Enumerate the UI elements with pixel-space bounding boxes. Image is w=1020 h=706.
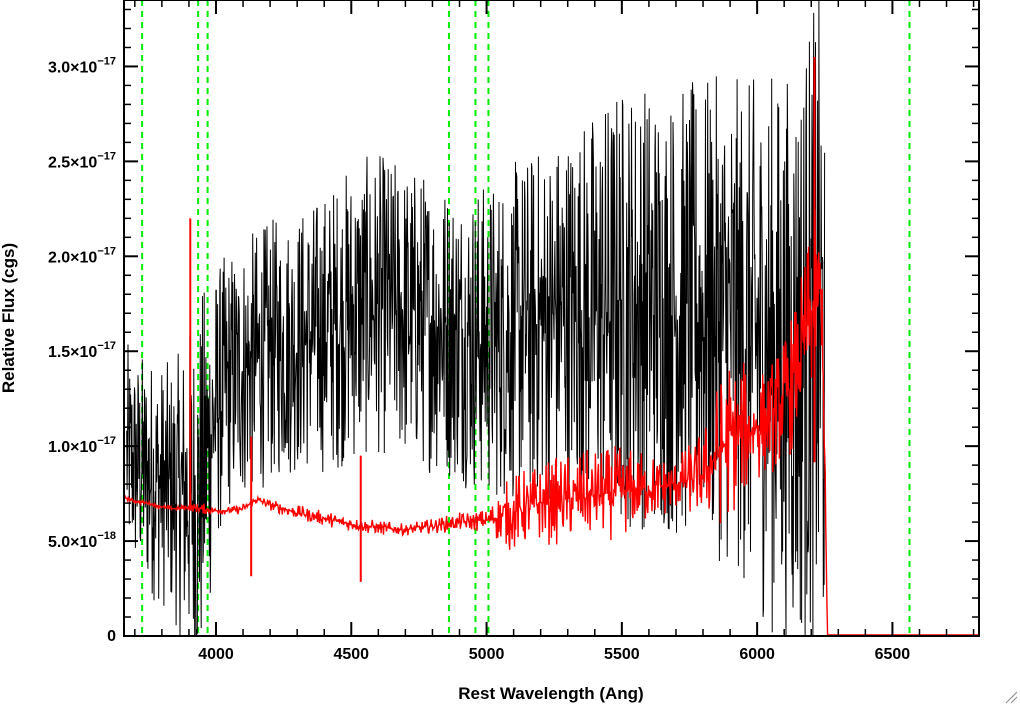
x-tick-label-6000: 6000 [739,646,775,663]
y-axis-label: Relative Flux (cgs) [0,243,18,393]
x-tick-label-6500: 6500 [875,646,911,663]
spectrum-series-0 [126,0,826,636]
x-tick-label-4000: 4000 [198,646,234,663]
y-tick-label-3: 1.5×10−17 [48,340,116,361]
y-tick-label-5: 2.5×10−17 [48,150,116,171]
y-tick-label-1: 5.0×10−18 [48,530,116,551]
plot-frame [123,0,980,637]
x-axis-label: Rest Wavelength (Ang) [458,684,643,703]
x-tick-label-4500: 4500 [333,646,369,663]
x-tick-label-5000: 5000 [469,646,505,663]
x-tick-label-5500: 5500 [604,646,640,663]
y-tick-label-2: 1.0×10−17 [48,435,116,456]
y-tick-label-6: 3.0×10−17 [48,55,116,76]
resize-grip-icon[interactable] [1004,690,1018,704]
y-tick-label-4: 2.0×10−17 [48,245,116,266]
y-tick-label-0: 0 [107,628,116,645]
